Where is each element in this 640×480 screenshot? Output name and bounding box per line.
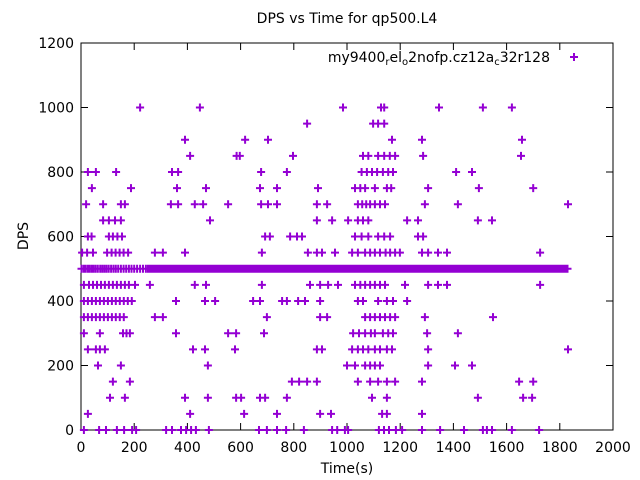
x-tick-label: 0 (77, 440, 86, 456)
y-tick-label: 1000 (38, 101, 74, 117)
y-tick-label: 1200 (38, 36, 74, 52)
plot-border (80, 42, 614, 431)
x-tick-label: 400 (174, 440, 201, 456)
x-tick-label: 1800 (542, 440, 578, 456)
axis-ticks (80, 42, 614, 431)
x-tick-label: 1400 (436, 440, 472, 456)
y-tick-label: 600 (47, 230, 74, 246)
y-tick-label: 200 (47, 359, 74, 375)
y-axis-label: DPS (16, 222, 32, 250)
x-tick-label: 1200 (382, 440, 418, 456)
x-tick-labels: 0 200 400 600 800 1000 1200 1400 1600 1800 2000 (77, 440, 631, 456)
y-tick-label: 400 (47, 294, 74, 310)
y-tick-labels: 0 200 400 600 800 1000 1200 (38, 36, 74, 439)
y-tick-label: 0 (65, 423, 74, 439)
y-tick-label: 800 (47, 165, 74, 181)
chart-title: DPS vs Time for qp500.L4 (257, 11, 438, 27)
legend-plus-marker-icon (570, 53, 578, 61)
x-tick-label: 800 (280, 440, 307, 456)
x-axis-label: Time(s) (320, 461, 373, 477)
x-tick-label: 200 (121, 440, 148, 456)
x-tick-label: 1000 (329, 440, 365, 456)
data-points (77, 103, 572, 434)
x-tick-label: 600 (227, 440, 254, 456)
x-tick-label: 1600 (489, 440, 525, 456)
x-tick-label: 2000 (595, 440, 631, 456)
legend-label: my9400relo2nofp.cz12ac32r128 (328, 50, 550, 68)
legend: my9400relo2nofp.cz12ac32r128 (328, 50, 578, 68)
